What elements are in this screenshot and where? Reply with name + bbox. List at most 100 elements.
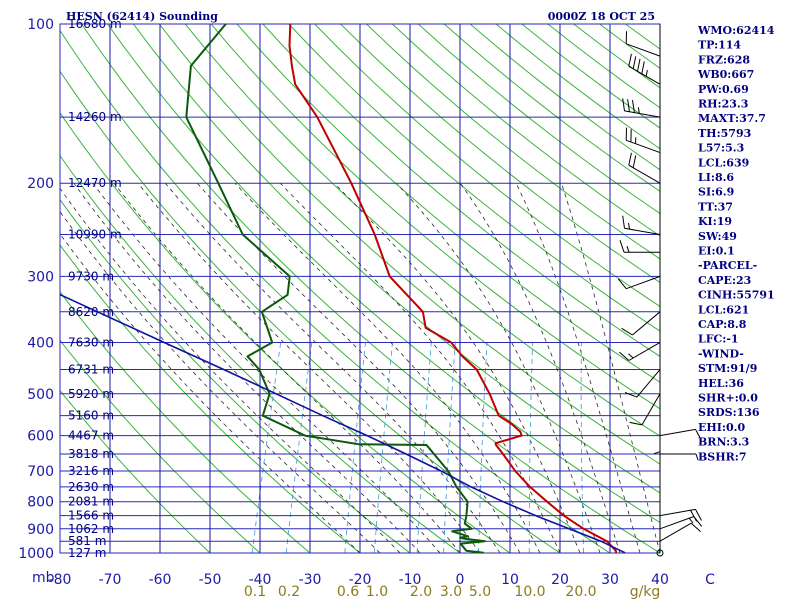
pressure-tick-label: 800 [27,495,54,511]
index-entry: -PARCEL- [698,259,757,272]
moist-adiabat [113,182,461,554]
barb-feather [628,53,632,67]
temperature-tick-label: -20 [349,572,372,588]
index-entry: TP:114 [698,39,741,52]
index-entry: LCL:639 [698,156,749,169]
pressure-axis-label: mb [32,570,55,586]
barb-staff [626,139,661,154]
height-label: 3216 m [68,464,114,478]
pressure-tick-label: 900 [27,522,54,538]
index-entry: WMO:62414 [697,24,775,37]
barb-staff [624,227,661,236]
index-entry: WB0:667 [697,68,754,81]
mixing-ratio-label: 0.6 [337,584,359,600]
pressure-tick-label: 1000 [18,546,54,562]
mixing-ratio-label: 0.1 [244,584,266,600]
mixing-ratio-label: 3.0 [440,584,462,600]
barb-feather [621,327,633,336]
index-entry: SI:6.9 [698,186,734,199]
wind-barb [619,240,661,253]
calm-circle [656,549,664,557]
barb-staff [659,428,696,437]
mixing-ratio-label: 20.0 [565,584,596,600]
wind-barb [628,53,661,85]
index-entry: HEL:36 [698,377,744,390]
temperature-tick-label: -80 [49,572,72,588]
barb-staff [632,311,661,336]
barb-staff [628,342,661,361]
height-label: 6731 m [68,363,114,377]
barb-feather [628,152,632,166]
mixing-ratio-line [528,342,533,553]
height-label: 1062 m [68,522,114,536]
pressure-tick-label: 100 [27,17,54,33]
barb-feather [622,215,625,229]
dewpoint-trace [185,24,486,554]
barb-feather [637,58,641,72]
barb-staff [626,275,661,290]
height-label: 4467 m [68,429,114,443]
temperature-tick-label: -10 [399,572,422,588]
temperature-tick-label: 30 [601,572,619,588]
height-label: 8620 m [68,305,114,319]
index-entry: CAP:8.8 [698,318,747,331]
barb-staff [636,369,661,398]
temperature-tick-label: -50 [199,572,222,588]
barb-feather [632,56,637,69]
mixing-ratio-label: 5.0 [469,584,491,600]
wind-barb [653,415,661,455]
barb-staff [628,65,661,85]
mixing-ratio-label: g/kg [630,584,661,600]
index-entry: L57:5.3 [698,142,744,155]
barb-staff [641,393,661,426]
index-entry: FRZ:628 [698,53,750,66]
chart-timestamp: 0000Z 18 OCT 25 [548,10,655,23]
wind-barb [621,311,661,336]
height-label: 10990 m [68,228,122,242]
pressure-tick-label: 400 [27,336,54,352]
barb-feather [632,100,635,113]
pressure-isotherm-grid [59,23,661,554]
height-label: 12470 m [68,176,122,190]
temperature-tick-label: 40 [651,572,669,588]
height-label: 9730 m [68,269,114,283]
moist-adiabat [196,182,521,554]
mixing-ratio-label: 10.0 [514,584,545,600]
height-label: 3818 m [68,447,114,461]
index-entry: RH:23.3 [698,98,748,111]
barb-half-feather [653,451,661,455]
wind-barb [659,516,703,530]
mixing-ratio-label: 0.2 [278,584,300,600]
barb-staff [624,110,661,118]
wind-barb [628,152,661,184]
temperature-tick-label: 0 [456,572,465,588]
temperature-tick-label: -60 [149,572,172,588]
mixing-ratio-line [443,342,456,554]
barb-half-feather [628,222,630,230]
index-entry: SHR+:0.0 [698,392,758,405]
barb-staff [659,516,694,530]
barb-half-feather [695,453,699,461]
chart-title: HESN (62414) Sounding [66,10,218,23]
index-entry: EI:0.1 [698,245,735,258]
mixing-ratio-line [251,342,282,554]
moist-adiabat [396,182,601,554]
barb-half-feather [645,69,648,77]
pressure-tick-label: 300 [27,269,54,285]
wind-barb [624,369,661,398]
height-label: 5920 m [68,387,114,401]
barb-feather [695,429,702,441]
wind-barb [659,522,701,542]
wind-barb [622,98,661,118]
barb-feather [619,240,625,253]
wind-barb [625,31,661,57]
wind-barb [659,453,699,461]
moist-adiabat [561,183,660,554]
index-entry: MAXT:37.7 [698,112,766,125]
wind-barb [659,508,702,522]
barb-staff [626,43,661,57]
height-label: 5160 m [68,409,114,423]
